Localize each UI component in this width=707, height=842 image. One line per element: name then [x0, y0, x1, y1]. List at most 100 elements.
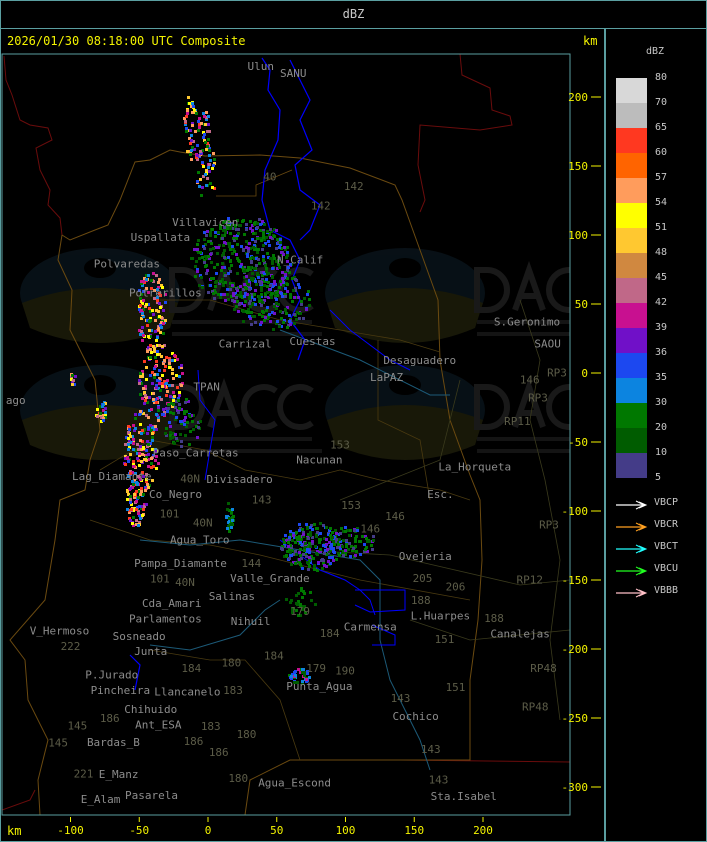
echo-cell [273, 305, 276, 308]
echo-cell [354, 554, 357, 557]
echo-cell [203, 247, 206, 250]
echo-cell [307, 545, 310, 548]
echo-cell [147, 427, 150, 430]
echo-cell [155, 455, 158, 458]
echo-cell [199, 251, 202, 254]
echo-cell [372, 539, 375, 542]
echo-cell [149, 348, 152, 351]
echo-cell [328, 541, 331, 544]
echo-cell [137, 475, 140, 478]
echo-cell [263, 223, 266, 226]
echo-cell [155, 386, 158, 389]
echo-cell [127, 443, 130, 446]
echo-cell [134, 472, 137, 475]
echo-cell [135, 519, 138, 522]
echo-cell [171, 352, 174, 355]
echo-cell [143, 503, 146, 506]
echo-cell [140, 330, 143, 333]
echo-cell [158, 369, 161, 372]
echo-cell [332, 559, 335, 562]
echo-cell [160, 355, 163, 358]
echo-cell [190, 134, 193, 137]
echo-cell [139, 410, 142, 413]
echo-cell [251, 272, 254, 275]
echo-cell [291, 611, 294, 614]
echo-cell [151, 432, 154, 435]
radar-site-vbct: VBCT [616, 541, 706, 555]
echo-cell [145, 366, 148, 369]
echo-cell [278, 266, 281, 269]
watermark-line-bar [172, 449, 322, 453]
echo-cell [286, 326, 289, 329]
echo-cell [260, 239, 263, 242]
echo-cell [150, 408, 153, 411]
echo-cell [176, 386, 179, 389]
echo-cell [184, 434, 187, 437]
echo-cell [233, 250, 236, 253]
route-label: 40N [180, 473, 200, 486]
echo-cell [251, 229, 254, 232]
echo-cell [207, 255, 210, 258]
echo-cell [158, 278, 161, 281]
echo-cell [136, 443, 139, 446]
echo-cell [146, 319, 149, 322]
route-label: 146 [360, 522, 380, 535]
echo-cell [298, 558, 301, 561]
echo-cell [213, 266, 216, 269]
echo-cell [223, 266, 226, 269]
echo-cell [253, 267, 256, 270]
echo-cell [335, 558, 338, 561]
echo-cell [128, 446, 131, 449]
echo-cell [244, 292, 247, 295]
echo-cell [287, 266, 290, 269]
echo-cell [351, 549, 354, 552]
echo-cell [233, 308, 236, 311]
echo-cell [186, 112, 189, 115]
echo-cell [156, 296, 159, 299]
echo-cell [178, 366, 181, 369]
echo-cell [174, 406, 177, 409]
echo-cell [180, 440, 183, 443]
echo-cell [188, 414, 191, 417]
echo-cell [238, 303, 241, 306]
legend-label: 70 [655, 97, 668, 108]
echo-cell [203, 115, 206, 118]
echo-cell [243, 304, 246, 307]
echo-cell [169, 411, 172, 414]
echo-cell [284, 273, 287, 276]
echo-cell [165, 434, 168, 437]
echo-cell [286, 290, 289, 293]
echo-cell [231, 227, 234, 230]
echo-cell [141, 375, 144, 378]
echo-cell [294, 541, 297, 544]
echo-cell [184, 416, 187, 419]
arrow-icon [616, 566, 648, 576]
echo-cell [273, 257, 276, 260]
echo-cell [127, 475, 130, 478]
route-label: 146 [520, 373, 540, 386]
echo-cell [293, 681, 296, 684]
echo-cell [228, 242, 231, 245]
echo-cell [299, 527, 302, 530]
echo-cell [229, 227, 232, 230]
echo-cell [245, 310, 248, 313]
echo-cell [149, 424, 152, 427]
echo-cell [266, 230, 269, 233]
echo-cell [355, 550, 358, 553]
echo-cell [151, 382, 154, 385]
echo-cell [260, 304, 263, 307]
echo-cell [154, 345, 157, 348]
echo-cell [189, 153, 192, 156]
echo-cell [164, 432, 167, 435]
echo-cell [259, 282, 262, 285]
echo-cell [129, 498, 132, 501]
route-label: 190 [335, 665, 355, 678]
echo-cell [132, 442, 135, 445]
place-label: Sta.Isabel [431, 790, 497, 803]
echo-cell [171, 359, 174, 362]
echo-cell [169, 434, 172, 437]
echo-cell [145, 478, 148, 481]
echo-cell [284, 308, 287, 311]
echo-cell [300, 589, 303, 592]
